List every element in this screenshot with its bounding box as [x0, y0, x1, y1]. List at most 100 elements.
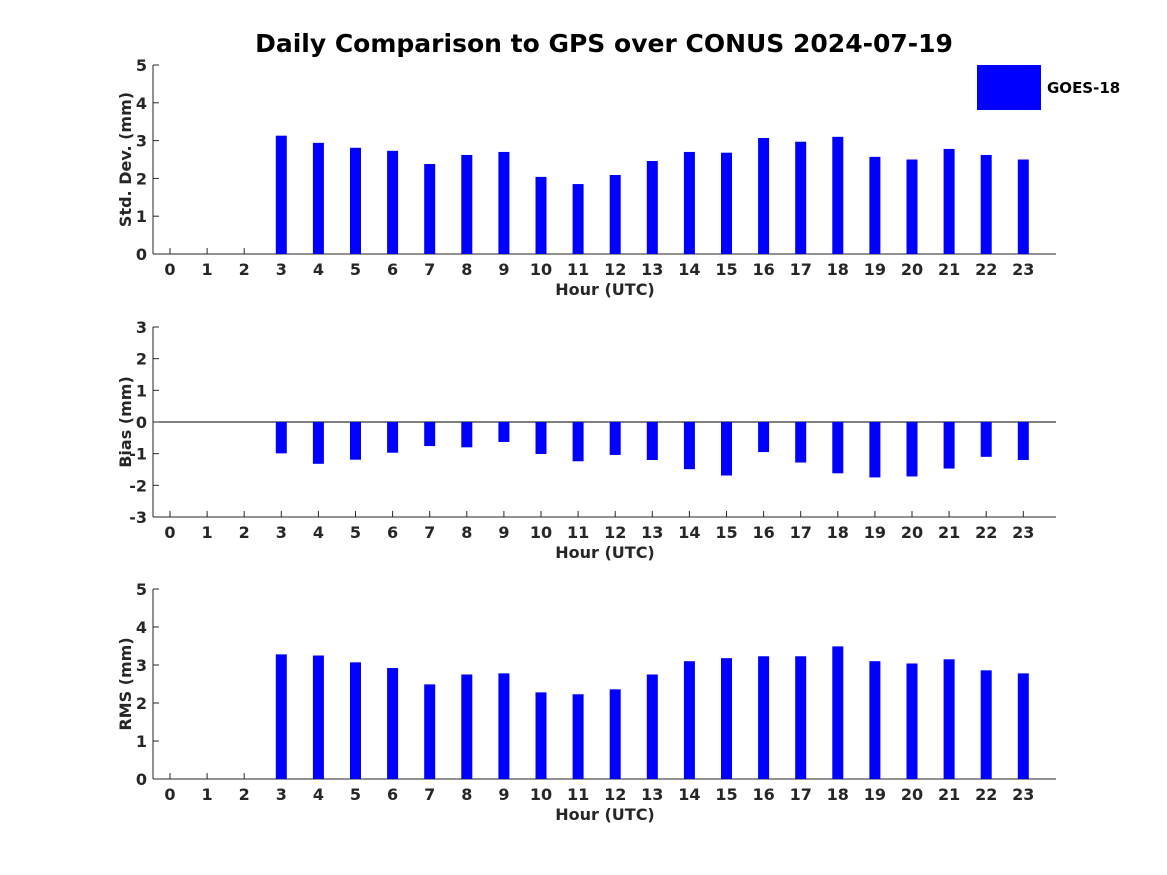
bar-hour-12 [609, 689, 621, 779]
y-axis-label: RMS (mm) [116, 637, 135, 730]
x-tick-label: 15 [715, 523, 737, 542]
bar-hour-11 [572, 694, 584, 779]
bar-hour-4 [312, 655, 324, 779]
bar-hour-3 [275, 135, 287, 254]
x-tick-label: 12 [604, 523, 626, 542]
x-tick-label: 20 [901, 523, 923, 542]
bar-hour-15 [721, 422, 732, 476]
bar-hour-17 [795, 656, 807, 779]
bar-hour-20 [906, 159, 918, 254]
bar-hour-19 [869, 156, 881, 254]
bar-hour-14 [683, 151, 695, 254]
x-tick-label: 12 [604, 785, 626, 804]
bar-hour-7 [424, 164, 436, 254]
bar-hour-8 [461, 154, 473, 254]
y-axis-label: Bias (mm) [116, 376, 135, 468]
bar-hour-19 [869, 422, 881, 478]
bar-hour-19 [869, 661, 881, 779]
x-tick-label: 12 [604, 260, 626, 279]
y-tick-label: 3 [136, 318, 147, 337]
bar-hour-23 [1017, 422, 1029, 460]
x-axis-label: Hour (UTC) [555, 543, 655, 562]
x-tick-label: 6 [387, 260, 398, 279]
y-tick-label: 3 [136, 132, 147, 151]
bar-hour-16 [758, 656, 770, 779]
bar-hour-12 [609, 422, 621, 455]
bar-hour-21 [943, 148, 955, 254]
x-tick-label: 21 [938, 785, 960, 804]
bar-hour-8 [461, 674, 473, 779]
x-tick-label: 18 [827, 523, 849, 542]
x-tick-label: 1 [202, 523, 213, 542]
x-tick-label: 2 [239, 523, 250, 542]
bar-hour-6 [387, 422, 399, 453]
x-tick-label: 0 [164, 260, 175, 279]
x-tick-label: 6 [387, 785, 398, 804]
chart-title: Daily Comparison to GPS over CONUS 2024-… [255, 29, 953, 58]
bar-hour-13 [646, 161, 658, 254]
x-tick-label: 17 [790, 785, 812, 804]
x-tick-label: 5 [350, 785, 361, 804]
x-tick-label: 23 [1012, 523, 1034, 542]
x-tick-label: 19 [864, 260, 886, 279]
x-tick-label: 9 [498, 523, 509, 542]
y-tick-label: 1 [136, 381, 147, 400]
y-tick-label: 0 [136, 413, 147, 432]
bar-hour-5 [350, 422, 361, 460]
x-tick-label: 4 [313, 785, 324, 804]
legend: GOES-18 [977, 65, 1120, 110]
x-tick-label: 18 [827, 260, 849, 279]
x-tick-label: 10 [530, 785, 552, 804]
x-tick-label: 0 [164, 785, 175, 804]
x-tick-label: 7 [424, 260, 435, 279]
bar-hour-16 [758, 422, 770, 453]
y-tick-label: 4 [136, 618, 147, 637]
bar-hour-23 [1017, 159, 1029, 254]
x-tick-label: 5 [350, 523, 361, 542]
bar-hour-9 [498, 151, 510, 254]
x-tick-label: 9 [498, 260, 509, 279]
x-tick-label: 22 [975, 785, 997, 804]
x-tick-label: 11 [567, 785, 589, 804]
x-tick-label: 2 [239, 260, 250, 279]
x-tick-label: 14 [678, 260, 700, 279]
y-tick-label: -3 [129, 508, 147, 527]
x-tick-label: 1 [202, 785, 213, 804]
x-tick-label: 5 [350, 260, 361, 279]
bar-hour-5 [350, 147, 361, 254]
x-tick-label: 18 [827, 785, 849, 804]
y-tick-label: 0 [136, 770, 147, 789]
x-tick-label: 3 [276, 785, 287, 804]
bar-hour-22 [980, 154, 992, 254]
x-tick-label: 14 [678, 785, 700, 804]
x-tick-label: 21 [938, 523, 960, 542]
x-tick-label: 13 [641, 523, 663, 542]
x-tick-label: 6 [387, 523, 398, 542]
x-tick-label: 10 [530, 523, 552, 542]
y-tick-label: 0 [136, 245, 147, 264]
bar-hour-10 [535, 422, 547, 454]
y-tick-label: 5 [136, 580, 147, 599]
x-tick-label: 23 [1012, 260, 1034, 279]
bar-hour-22 [980, 422, 992, 457]
bar-hour-5 [350, 662, 361, 779]
x-tick-label: 4 [313, 523, 324, 542]
bar-hour-15 [721, 658, 732, 779]
bar-hour-3 [275, 654, 287, 779]
bar-hour-20 [906, 663, 918, 779]
bar-hour-16 [758, 137, 770, 254]
x-tick-label: 21 [938, 260, 960, 279]
y-tick-label: 2 [136, 169, 147, 188]
x-tick-label: 20 [901, 785, 923, 804]
x-tick-label: 19 [864, 523, 886, 542]
x-tick-label: 15 [715, 785, 737, 804]
x-tick-label: 20 [901, 260, 923, 279]
bar-hour-18 [832, 646, 844, 779]
y-tick-label: 1 [136, 732, 147, 751]
x-tick-label: 17 [790, 523, 812, 542]
y-tick-label: 4 [136, 94, 147, 113]
